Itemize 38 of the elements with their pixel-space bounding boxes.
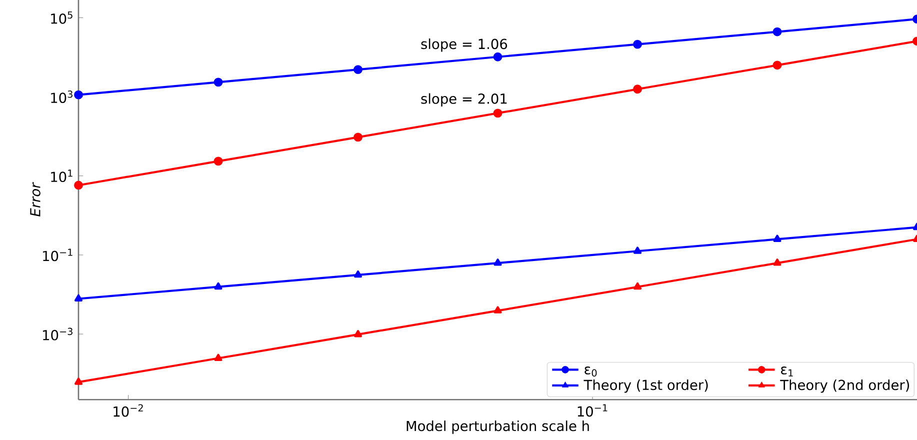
legend-label: Theory (1st order)	[584, 380, 708, 393]
point	[494, 306, 502, 314]
point	[772, 60, 782, 70]
y-tick-label: 10$^{−3}$	[43, 328, 72, 340]
legend-label: ε$_{0}$	[584, 366, 597, 377]
annotation: slope = 1.06	[421, 38, 508, 52]
point	[772, 27, 782, 36]
point	[773, 258, 782, 266]
point	[214, 354, 222, 362]
point	[493, 108, 502, 118]
point	[633, 84, 642, 94]
point	[633, 40, 642, 49]
point	[354, 330, 362, 338]
point	[493, 52, 502, 62]
point	[634, 282, 642, 290]
point	[354, 65, 362, 74]
point	[74, 180, 83, 190]
annotation: slope = 2.01	[421, 93, 507, 107]
point	[214, 78, 223, 87]
y-tick-label: 10$^{5}$	[51, 12, 72, 24]
point	[354, 270, 362, 278]
point	[354, 132, 362, 142]
point	[773, 234, 782, 242]
point	[74, 90, 83, 100]
y-tick-label: 10$^{−1}$	[43, 248, 72, 262]
y-tick-label: 10$^{1}$	[51, 170, 72, 182]
point	[74, 294, 82, 302]
x-axis-title: Model perturbation scale h	[406, 420, 589, 434]
point	[214, 156, 223, 166]
point	[494, 258, 502, 266]
point	[634, 246, 642, 254]
x-tick-label: 10$^{−2}$	[114, 404, 143, 417]
legend-label: ε$_{1}$	[781, 366, 793, 376]
y-axis-title: Error	[30, 182, 40, 217]
point	[74, 378, 82, 385]
legend-label: Theory (2nd order)	[780, 380, 910, 393]
y-tick-label: 10$^{3}$	[51, 90, 72, 104]
point	[214, 282, 222, 290]
